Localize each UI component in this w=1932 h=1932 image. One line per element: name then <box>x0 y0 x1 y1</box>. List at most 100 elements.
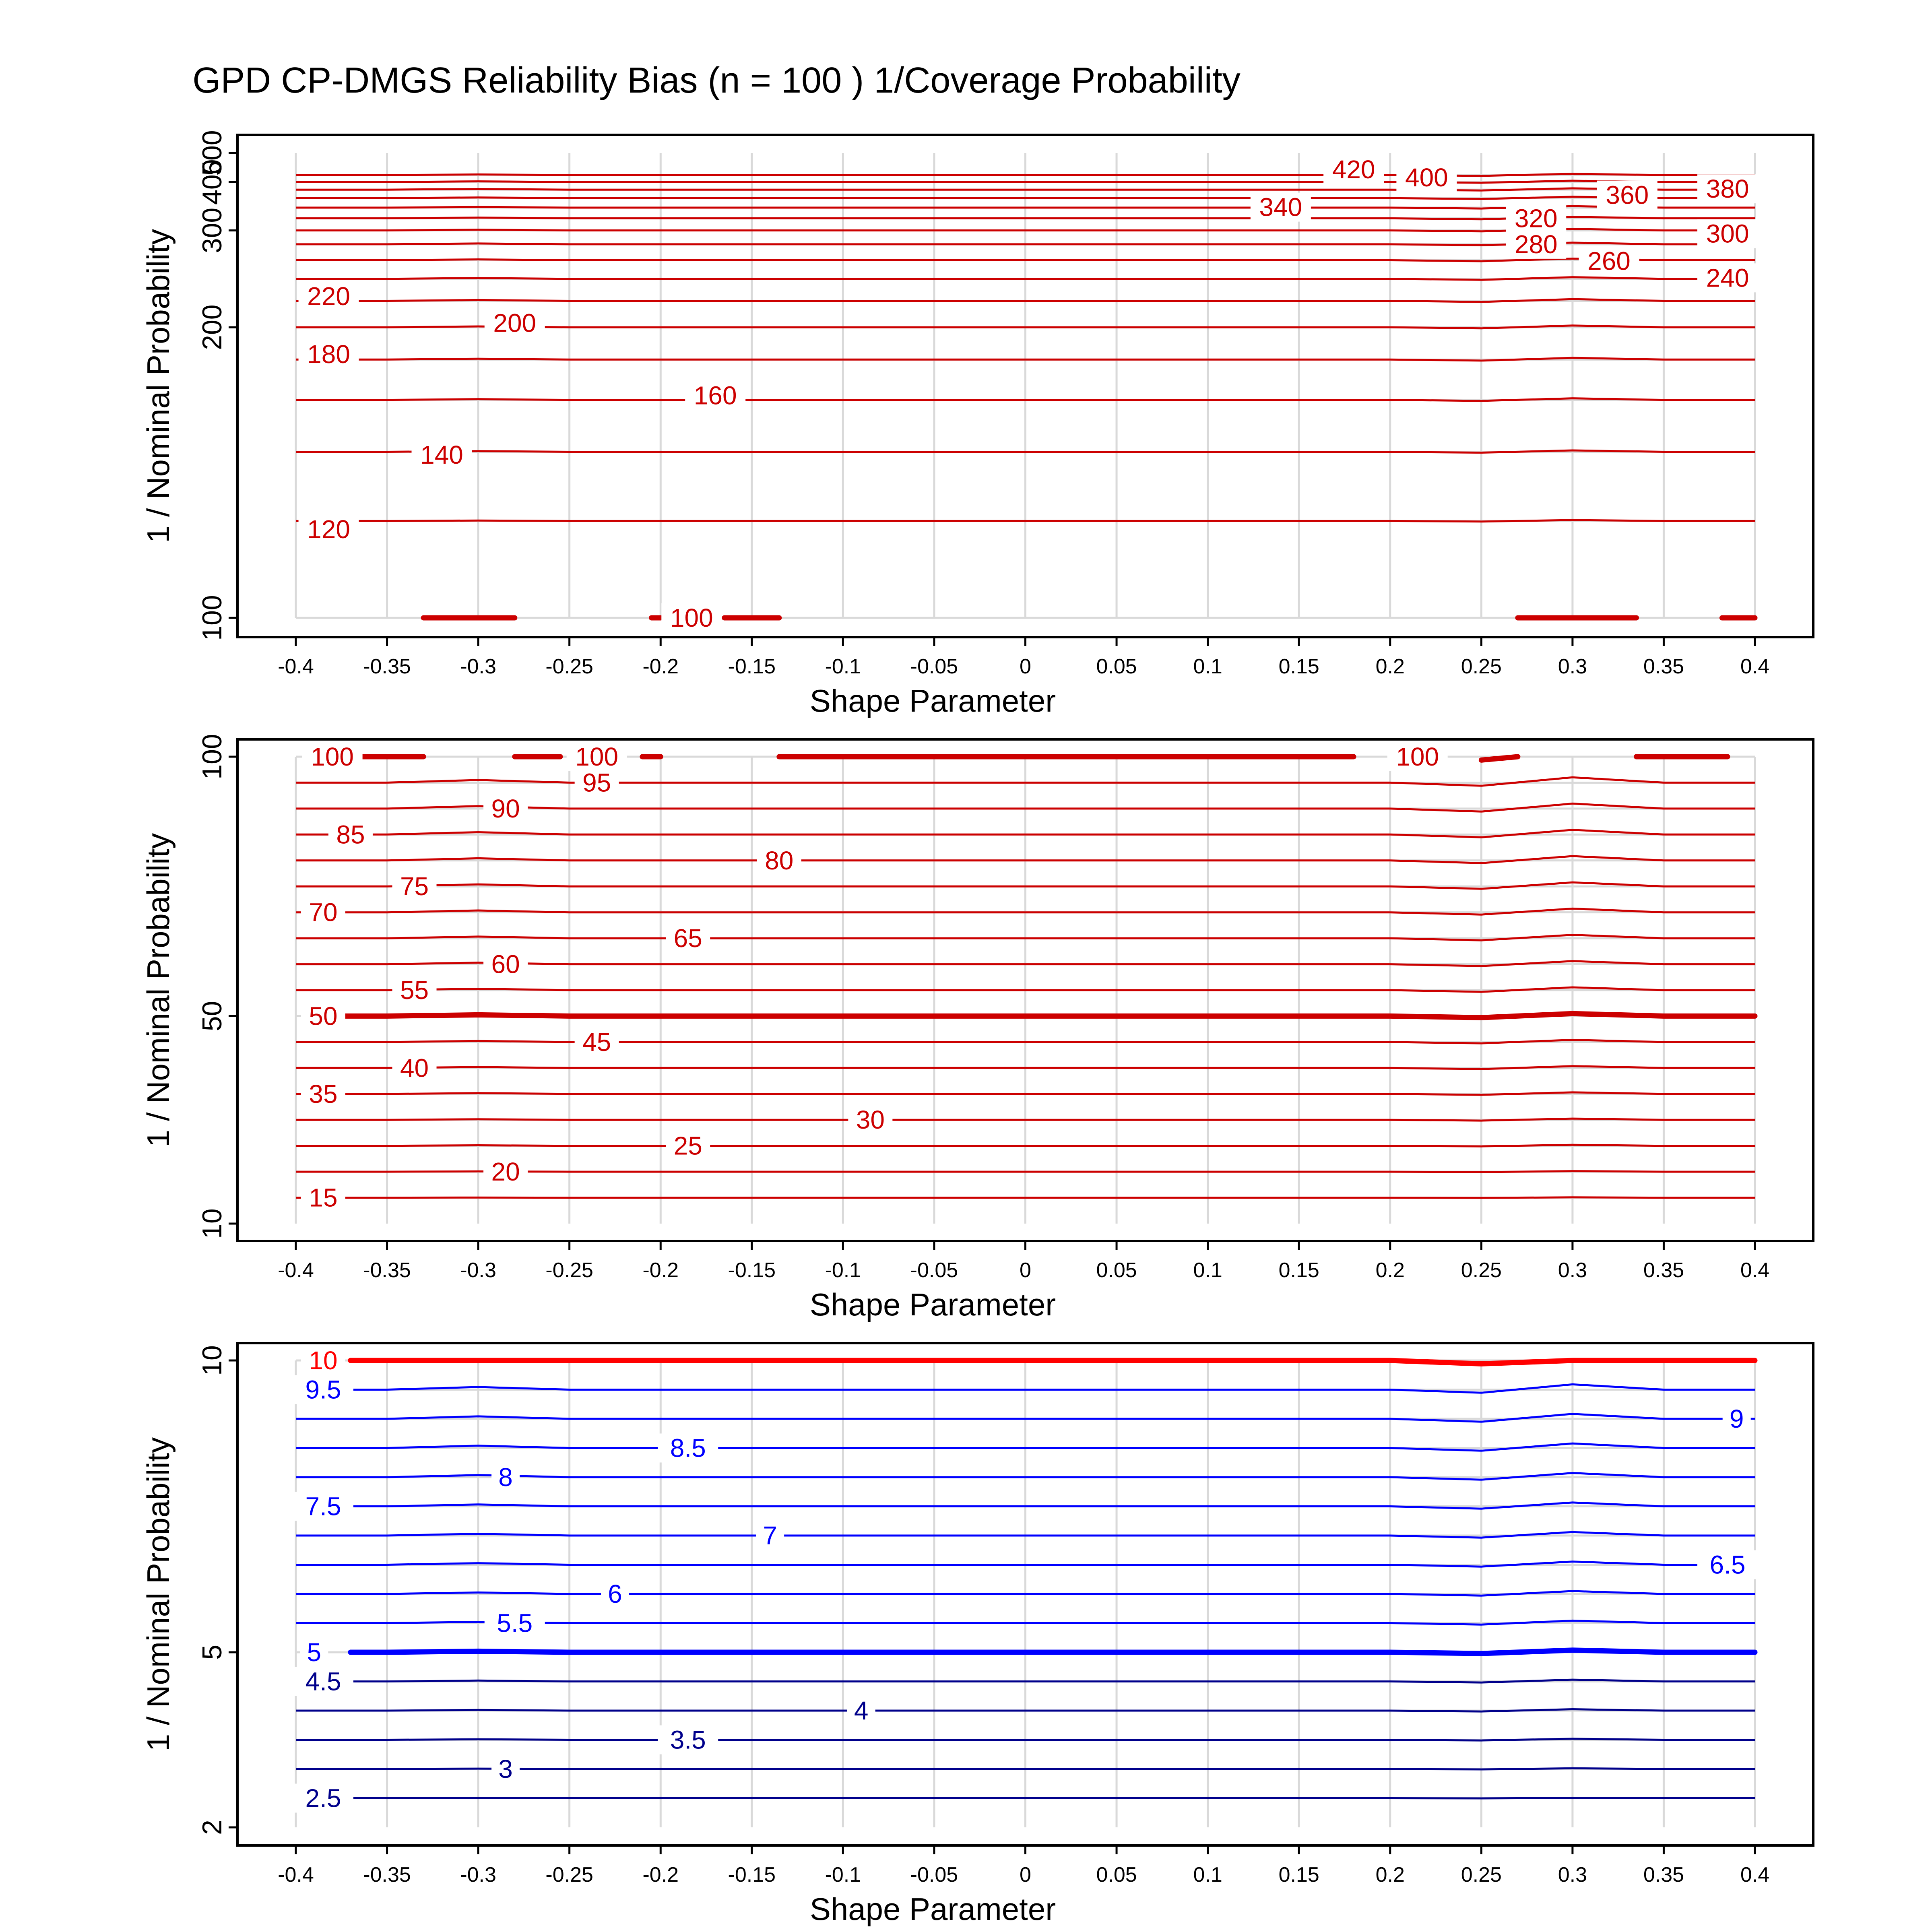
contour-label: 15 <box>309 1183 337 1212</box>
contour-line <box>296 397 1755 402</box>
y-tick-label: 100 <box>197 595 227 640</box>
contour-line <box>296 1501 1755 1510</box>
y-axis-title: 1 / Nominal Probability <box>140 833 176 1147</box>
x-tick-label: -0.3 <box>460 1863 496 1887</box>
contour-label-bg <box>658 1725 718 1754</box>
contour-label-bg <box>483 1157 528 1187</box>
contour-label: 55 <box>400 976 429 1005</box>
contour-label-bg <box>1697 1550 1758 1579</box>
contour-line-thick <box>348 1647 1758 1656</box>
contour-label-bg <box>756 1521 784 1550</box>
x-tick-label: 0.2 <box>1376 1863 1405 1887</box>
contour-label: 100 <box>311 742 354 771</box>
contour-label-bg <box>491 1463 520 1492</box>
contour-label-bg <box>301 1079 345 1108</box>
contour-label: 65 <box>674 924 702 953</box>
x-tick-label: -0.25 <box>545 655 593 678</box>
contour-line <box>296 276 1755 281</box>
contour-line <box>296 1442 1755 1452</box>
y-tick-label: 300 <box>197 208 227 253</box>
contour-label: 3.5 <box>670 1726 706 1754</box>
contour-label-bg <box>300 1638 328 1667</box>
x-tick-label: 0.05 <box>1096 1863 1137 1887</box>
contour-line <box>296 1590 1755 1597</box>
y-tick-label: 100 <box>197 734 227 779</box>
contour-label-bg <box>298 340 359 369</box>
contour-label-bg <box>757 846 801 875</box>
x-tick-label: -0.35 <box>363 655 411 678</box>
contour-label: 7.5 <box>305 1492 341 1521</box>
contour-label: 3 <box>498 1754 513 1783</box>
y-tick-label: 200 <box>197 304 227 350</box>
contour-label-bg <box>328 820 373 849</box>
contour-label-bg <box>301 1183 345 1212</box>
contour-label: 180 <box>307 340 350 369</box>
contour-label-bg <box>1579 246 1639 276</box>
contour-label-bg <box>293 1667 353 1696</box>
contour-label: 35 <box>309 1080 337 1108</box>
x-tick-label: 0 <box>1020 1259 1031 1282</box>
x-tick-label: -0.15 <box>728 1259 776 1282</box>
contour-line <box>296 1144 1755 1148</box>
x-tick-label: 0.3 <box>1558 1259 1587 1282</box>
contour-line <box>296 907 1755 916</box>
contour-line-thick <box>1478 754 1521 763</box>
contour-line <box>296 1738 1755 1742</box>
y-tick-label: 10 <box>197 1208 227 1239</box>
contour-label-bg <box>685 381 746 410</box>
contour-label: 4 <box>854 1696 869 1725</box>
x-tick-label: 0.25 <box>1461 1259 1502 1282</box>
x-tick-label: -0.3 <box>460 655 496 678</box>
contour-label-bg <box>301 1001 345 1031</box>
contour-line <box>296 1117 1755 1122</box>
x-tick-label: 0.4 <box>1740 655 1769 678</box>
contour-label-bg <box>392 1053 437 1083</box>
x-tick-label: 0.35 <box>1643 1259 1684 1282</box>
contour-label: 10 <box>309 1346 337 1375</box>
contour-line-thick <box>339 1011 1758 1020</box>
x-tick-label: 0.25 <box>1461 1863 1502 1887</box>
x-tick-label: -0.1 <box>825 1259 861 1282</box>
contour-label: 5 <box>307 1638 322 1667</box>
contour-label: 360 <box>1606 181 1649 210</box>
contour-label-bg <box>293 1783 353 1813</box>
y-axis-title: 1 / Nominal Probability <box>140 229 176 543</box>
contour-line <box>296 776 1755 787</box>
contour-line <box>296 986 1755 993</box>
contour-label-bg <box>302 742 363 771</box>
x-tick-label: -0.4 <box>278 1863 314 1887</box>
x-tick-label: 0.3 <box>1558 655 1587 678</box>
contour-line <box>296 934 1755 941</box>
contour-label: 220 <box>307 282 350 311</box>
x-tick-label: 0.2 <box>1376 655 1405 678</box>
x-tick-label: -0.25 <box>545 1863 593 1887</box>
contour-label: 120 <box>307 515 350 544</box>
contour-line <box>296 1196 1755 1199</box>
contour-label: 30 <box>856 1105 885 1134</box>
x-tick-label: -0.4 <box>278 655 314 678</box>
contour-line <box>296 519 1755 523</box>
contour-label: 8 <box>498 1463 513 1492</box>
contour-label-bg <box>1506 229 1567 259</box>
x-tick-label: -0.2 <box>642 1863 679 1887</box>
x-tick-label: -0.2 <box>642 1259 679 1282</box>
contour-label: 320 <box>1515 204 1558 233</box>
contour-label: 280 <box>1515 230 1558 259</box>
contour-line <box>296 357 1755 362</box>
contour-line <box>296 855 1755 864</box>
contour-label: 4.5 <box>305 1667 341 1696</box>
contour-label-bg <box>298 514 359 544</box>
contour-label-bg <box>392 976 437 1005</box>
contour-label-bg <box>658 1433 718 1463</box>
x-tick-label: 0.25 <box>1461 655 1502 678</box>
contour-line <box>296 196 1755 200</box>
contour-label-bg <box>574 768 619 797</box>
contour-label: 340 <box>1259 193 1302 222</box>
contour-label: 25 <box>674 1131 702 1160</box>
x-tick-label: -0.05 <box>910 1863 958 1887</box>
contour-label: 9 <box>1730 1404 1744 1433</box>
contour-label-bg <box>301 1346 345 1375</box>
contour-label: 6 <box>608 1579 622 1608</box>
contour-line <box>296 1708 1755 1713</box>
